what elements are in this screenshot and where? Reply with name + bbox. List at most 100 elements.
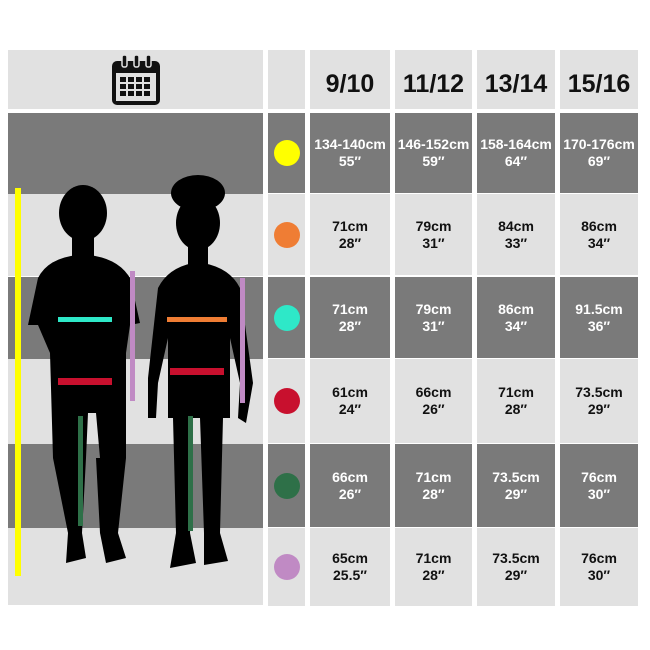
waist-indicator xyxy=(58,378,112,385)
measurement-cell: 71cm 28″ xyxy=(395,528,472,606)
measurement-cell: 61cm 24″ xyxy=(310,359,390,443)
imperial-value: 30″ xyxy=(587,567,611,583)
measurement-key-cell xyxy=(268,194,305,275)
waist-color-dot xyxy=(273,388,300,414)
measurement-cell: 86cm 34″ xyxy=(560,194,638,275)
metric-value: 71cm xyxy=(332,300,368,317)
metric-value: 134-140cm xyxy=(314,136,386,152)
arm-length-indicator xyxy=(130,271,135,401)
figure-band xyxy=(8,528,263,605)
measurement-cell: 65cm 25.5″ xyxy=(310,528,390,606)
size-header: 9/10 xyxy=(310,50,390,109)
metric-value: 71cm xyxy=(332,217,368,234)
measurement-cell: 66cm 26″ xyxy=(310,444,390,527)
boy-silhouette xyxy=(28,185,140,563)
measurement-cell: 86cm 34″ xyxy=(477,277,555,358)
header-icon-cell xyxy=(8,50,263,109)
imperial-value: 64″ xyxy=(504,153,528,169)
chest-girl-color-dot xyxy=(273,221,300,248)
imperial-value: 24″ xyxy=(338,401,362,417)
measurement-cell: 73.5cm 29″ xyxy=(477,528,555,606)
measurement-key-cell xyxy=(268,113,305,193)
height-color-dot xyxy=(273,140,300,166)
metric-value: 158-164cm xyxy=(480,136,552,152)
arm-length-color-dot xyxy=(273,554,300,580)
measurement-cell: 73.5cm 29″ xyxy=(560,359,638,443)
waist-girl-indicator xyxy=(170,368,224,375)
metric-value: 76cm xyxy=(581,550,617,566)
measurement-cell: 71cm 28″ xyxy=(310,277,390,358)
imperial-value: 31″ xyxy=(422,317,445,334)
imperial-value: 26″ xyxy=(338,485,362,502)
imperial-value: 34″ xyxy=(504,317,528,334)
measurement-cell: 71cm 28″ xyxy=(310,194,390,275)
measurement-cell: 76cm 30″ xyxy=(560,444,638,527)
measurement-cell: 71cm 28″ xyxy=(395,444,472,527)
imperial-value: 59″ xyxy=(422,153,445,169)
measurement-key-cell xyxy=(268,277,305,358)
metric-value: 66cm xyxy=(332,468,368,485)
imperial-value: 69″ xyxy=(587,153,611,169)
measurement-cell: 76cm 30″ xyxy=(560,528,638,606)
inside-leg-color-dot xyxy=(273,472,300,499)
figure-band xyxy=(8,113,263,194)
imperial-value: 31″ xyxy=(422,234,445,251)
inside-leg-indicator xyxy=(78,416,83,526)
size-header: 15/16 xyxy=(560,50,638,109)
metric-value: 73.5cm xyxy=(492,468,540,485)
measurement-cell: 84cm 33″ xyxy=(477,194,555,275)
imperial-value: 33″ xyxy=(504,234,528,251)
measurement-cell: 79cm 31″ xyxy=(395,277,472,358)
chest-boy-indicator xyxy=(58,317,112,322)
arm-length-girl-indicator xyxy=(240,278,245,403)
imperial-value: 30″ xyxy=(587,485,611,502)
size-header: 11/12 xyxy=(395,50,472,109)
imperial-value: 28″ xyxy=(422,485,445,502)
imperial-value: 34″ xyxy=(587,234,611,251)
size-header: 13/14 xyxy=(477,50,555,109)
imperial-value: 29″ xyxy=(504,567,528,583)
metric-value: 65cm xyxy=(332,550,368,566)
measurement-cell: 134-140cm 55″ xyxy=(310,113,390,193)
measurement-key-cell xyxy=(268,359,305,443)
imperial-value: 55″ xyxy=(338,153,362,169)
imperial-value: 25.5″ xyxy=(333,567,367,583)
metric-value: 84cm xyxy=(498,217,534,234)
chest-girl-indicator xyxy=(167,317,227,322)
inside-leg-girl-indicator xyxy=(188,416,193,531)
imperial-value: 29″ xyxy=(504,485,528,502)
imperial-value: 36″ xyxy=(587,317,611,334)
metric-value: 146-152cm xyxy=(397,136,470,152)
measurement-cell: 66cm 26″ xyxy=(395,359,472,443)
metric-value: 91.5cm xyxy=(575,300,623,317)
height-indicator-bar xyxy=(15,188,21,576)
figure-band xyxy=(8,444,263,528)
figure-band xyxy=(8,194,263,276)
metric-value: 71cm xyxy=(415,550,452,566)
imperial-value: 28″ xyxy=(338,317,362,334)
header-blank-cell xyxy=(268,50,305,109)
metric-value: 71cm xyxy=(415,468,452,485)
imperial-value: 28″ xyxy=(338,234,362,251)
imperial-value: 28″ xyxy=(422,567,445,583)
metric-value: 170-176cm xyxy=(563,136,635,152)
metric-value: 61cm xyxy=(332,384,368,400)
measurement-cell: 146-152cm 59″ xyxy=(395,113,472,193)
metric-value: 73.5cm xyxy=(575,384,623,400)
metric-value: 86cm xyxy=(498,300,534,317)
measurement-cell: 79cm 31″ xyxy=(395,194,472,275)
metric-value: 79cm xyxy=(415,217,452,234)
measurement-key-cell xyxy=(268,444,305,527)
metric-value: 73.5cm xyxy=(492,550,540,566)
imperial-value: 28″ xyxy=(504,401,528,417)
metric-value: 79cm xyxy=(415,300,452,317)
metric-value: 66cm xyxy=(415,384,452,400)
chest-boy-color-dot xyxy=(273,304,300,331)
imperial-value: 26″ xyxy=(422,401,445,417)
children-silhouette-figure xyxy=(8,113,263,605)
metric-value: 86cm xyxy=(581,217,617,234)
calendar-icon xyxy=(111,53,160,105)
imperial-value: 29″ xyxy=(587,401,611,417)
measurement-cell: 158-164cm 64″ xyxy=(477,113,555,193)
measurement-cell: 73.5cm 29″ xyxy=(477,444,555,527)
